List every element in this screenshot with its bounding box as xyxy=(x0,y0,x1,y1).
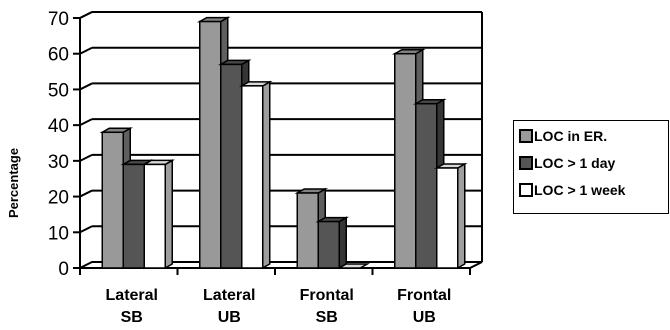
y-tick-labels: 0 10 20 30 40 50 60 70 xyxy=(48,9,69,280)
category-label: Lateral xyxy=(203,287,255,304)
bar-front xyxy=(317,220,340,269)
category-labels: Lateral SB Lateral UB Frontal SB Frontal UB xyxy=(106,287,452,326)
bar-front xyxy=(143,163,166,269)
bar-front xyxy=(241,85,264,269)
bar xyxy=(315,216,350,270)
gridline-side xyxy=(79,118,93,127)
bar-side xyxy=(262,80,271,270)
legend-item: LOC in ER. xyxy=(519,128,607,144)
category-label: SB xyxy=(316,309,338,326)
bar-side xyxy=(164,159,173,270)
gridline-side xyxy=(79,82,93,91)
gridline-side xyxy=(79,153,93,162)
bar-front xyxy=(394,52,417,269)
legend-swatch xyxy=(519,129,533,143)
y-tick-label: 70 xyxy=(48,9,69,30)
bar-side xyxy=(457,162,466,270)
legend-label: LOC > 1 day xyxy=(534,155,616,171)
y-tick-label: 30 xyxy=(48,152,69,173)
bar-front xyxy=(220,63,243,269)
y-axis-label: Percentage xyxy=(6,148,21,218)
bar-front xyxy=(436,167,459,269)
y-axis-top xyxy=(79,11,93,19)
gridline-side xyxy=(79,189,93,198)
y-tick-label: 60 xyxy=(48,45,69,66)
bar xyxy=(141,159,176,270)
bar-front xyxy=(199,20,222,269)
bar xyxy=(238,80,273,270)
bar-front xyxy=(415,102,438,269)
category-label: UB xyxy=(413,309,436,326)
bar-front xyxy=(296,192,319,269)
y-tick-label: 10 xyxy=(48,223,69,244)
legend-swatch xyxy=(519,183,533,197)
y-tick-label: 0 xyxy=(58,259,69,280)
legend-item: LOC > 1 day xyxy=(519,155,615,171)
gridline-side xyxy=(79,46,93,55)
gridline-side xyxy=(79,225,93,234)
legend-item: LOC > 1 week xyxy=(519,182,625,198)
category-label: Frontal xyxy=(397,287,451,304)
legend-label: LOC > 1 week xyxy=(534,182,626,198)
y-tick-label: 50 xyxy=(48,80,69,101)
bar-front xyxy=(122,163,145,269)
legend-swatch xyxy=(519,156,533,170)
bar-side xyxy=(338,216,347,270)
category-label: UB xyxy=(218,309,241,326)
bar xyxy=(336,263,371,269)
bar-top xyxy=(336,263,371,269)
y-tick-label: 20 xyxy=(48,188,69,209)
bar-front xyxy=(101,131,124,269)
bars xyxy=(99,16,468,270)
y-tick-label: 40 xyxy=(48,116,69,137)
category-label: Frontal xyxy=(300,287,354,304)
legend-label: LOC in ER. xyxy=(534,128,608,144)
category-label: Lateral xyxy=(106,287,158,304)
bar xyxy=(433,162,468,270)
category-label: SB xyxy=(121,309,143,326)
legend: LOC in ER. LOC > 1 day LOC > 1 week xyxy=(513,120,669,214)
